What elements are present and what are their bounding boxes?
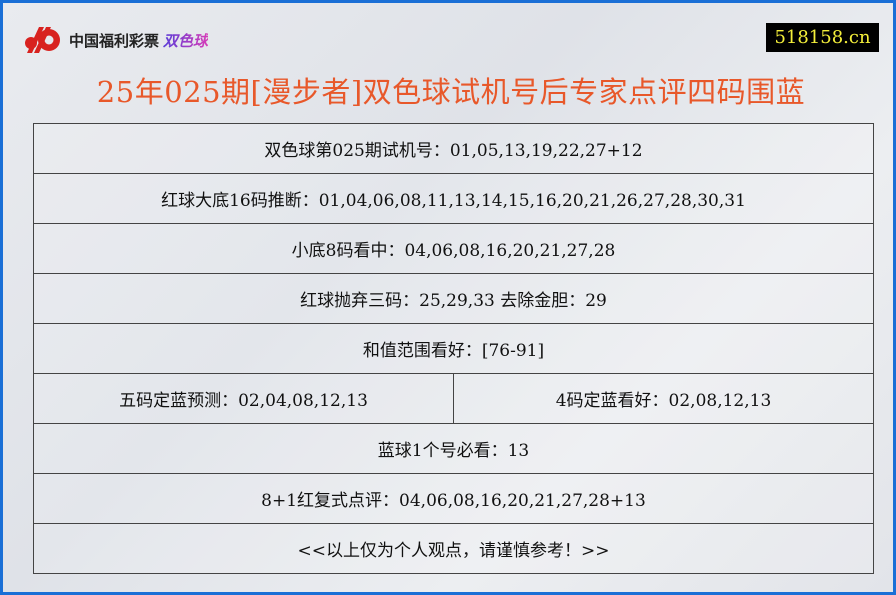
table-cell: 8+1红复式点评：04,06,08,16,20,21,27,28+13 [33, 473, 874, 524]
table-cell: <<以上仅为个人观点，请谨慎参考！>> [33, 523, 874, 574]
logo-game: 双色球 [163, 31, 209, 50]
prediction-table: 双色球第025期试机号：01,05,13,19,22,27+12 红球大底16码… [33, 123, 874, 574]
table-cell: 双色球第025期试机号：01,05,13,19,22,27+12 [33, 123, 874, 174]
table-row: 五码定蓝预测：02,04,08,12,13 4码定蓝看好：02,08,12,13 [33, 373, 874, 424]
table-row: 红球大底16码推断：01,04,06,08,11,13,14,15,16,20,… [33, 173, 874, 224]
welfare-lottery-logo-icon [25, 27, 60, 53]
table-row: 和值范围看好：[76-91] [33, 323, 874, 374]
lottery-logo: 中国福利彩票 双色球 [23, 23, 208, 57]
table-row: 8+1红复式点评：04,06,08,16,20,21,27,28+13 [33, 473, 874, 524]
table-cell: 红球抛弃三码：25,29,33 去除金胆：29 [33, 273, 874, 324]
site-badge[interactable]: 518158.cn [766, 23, 879, 52]
table-cell: 小底8码看中：04,06,08,16,20,21,27,28 [33, 223, 874, 274]
table-row: 小底8码看中：04,06,08,16,20,21,27,28 [33, 223, 874, 274]
table-row: 蓝球1个号必看：13 [33, 423, 874, 474]
table-row: 双色球第025期试机号：01,05,13,19,22,27+12 [33, 123, 874, 174]
table-row: 红球抛弃三码：25,29,33 去除金胆：29 [33, 273, 874, 324]
logo-text: 中国福利彩票 [69, 31, 160, 50]
table-cell: 和值范围看好：[76-91] [33, 323, 874, 374]
table-cell: 红球大底16码推断：01,04,06,08,11,13,14,15,16,20,… [33, 173, 874, 224]
table-row: <<以上仅为个人观点，请谨慎参考！>> [33, 523, 874, 574]
table-cell: 蓝球1个号必看：13 [33, 423, 874, 474]
page-title: 25年025期[漫步者]双色球试机号后专家点评四码围蓝 [96, 75, 806, 109]
table-cell: 五码定蓝预测：02,04,08,12,13 [33, 373, 454, 424]
table-cell: 4码定蓝看好：02,08,12,13 [453, 373, 874, 424]
